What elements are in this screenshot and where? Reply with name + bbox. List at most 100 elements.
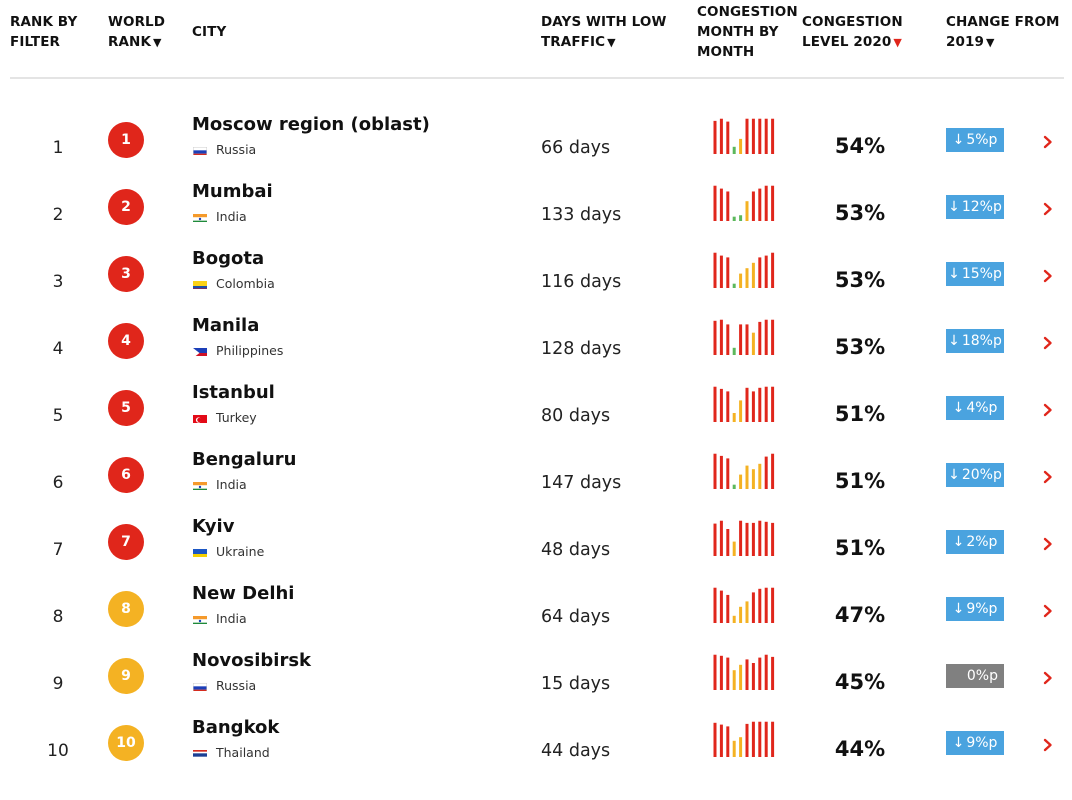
header-label: 2019 [946,34,984,50]
table-row[interactable]: 9 9 Novosibirsk Russia 15 days 45% 0%p [0,650,1072,733]
month-bar [732,216,736,221]
month-bar [771,319,775,355]
month-bar [758,520,762,556]
chevron-right-icon[interactable] [1040,735,1056,755]
header-label: CONGESTION [802,14,903,30]
rank-by-filter: 8 [52,607,64,627]
down-arrow-icon: ↓ [952,601,965,617]
city-name[interactable]: Bengaluru [192,449,297,470]
header-label: MONTH [697,44,755,60]
month-bar [726,458,730,489]
chevron-right-icon[interactable] [1040,534,1056,554]
header-label: RANK [108,34,152,50]
country-name: Philippines [216,343,284,358]
month-bar [758,463,762,489]
month-bar [745,118,749,154]
city-name[interactable]: Kyiv [192,516,235,537]
table-row[interactable]: 4 4 Manila Philippines 128 days 53% ↓ 18%… [0,315,1072,398]
month-bar [764,521,768,556]
chevron-right-icon[interactable] [1040,467,1056,487]
rank-by-filter: 7 [52,540,64,560]
city-name[interactable]: New Delhi [192,583,295,604]
world-rank-badge: 5 [108,390,144,426]
header-label: MONTH BY [697,24,779,40]
month-bar [751,262,755,288]
days-low-traffic: 128 days [541,339,622,359]
rank-by-filter: 4 [52,339,64,359]
days-low-traffic-header[interactable]: DAYS WITH LOW TRAFFIC ▼ [541,12,666,53]
country-name: India [216,477,247,492]
world-rank-badge: 10 [108,725,144,761]
city-name[interactable]: Novosibirsk [192,650,312,671]
change-value: 5%p [966,132,998,148]
days-low-traffic: 116 days [541,272,622,292]
header-divider [10,77,1064,79]
table-row[interactable]: 3 3 Bogota Colombia 116 days 53% ↓ 15%p [0,248,1072,331]
month-bar [732,146,736,154]
city-name[interactable]: Moscow region (oblast) [192,114,430,135]
month-bar [745,268,749,288]
world-rank-header[interactable]: WORLD RANK ▼ [108,12,165,53]
sort-arrow-icon: ▼ [893,36,902,49]
table-row[interactable]: 7 7 Kyiv Ukraine 48 days 51% ↓ 2%p [0,516,1072,599]
country: Thailand [193,745,270,760]
country-name: Russia [216,678,257,693]
rank-by-filter: 9 [52,674,64,694]
change-badge: 0%p [946,664,1004,688]
congestion-month-header: CONGESTION MONTH BY MONTH [697,2,798,62]
city-name[interactable]: Bangkok [192,717,280,738]
month-bar [726,191,730,221]
chevron-right-icon[interactable] [1040,400,1056,420]
month-bar [758,257,762,288]
table-row[interactable]: 10 10 Bangkok Thailand 44 days 44% ↓ 9%p [0,717,1072,800]
city-name[interactable]: Bogota [192,248,265,269]
month-bar [713,120,717,154]
month-bar [739,606,743,623]
city-name[interactable]: Manila [192,315,260,336]
month-bar [726,529,730,556]
month-bar [713,453,717,489]
country: Russia [193,678,256,693]
sort-arrow-icon: ▼ [607,36,616,49]
month-bar [719,118,723,154]
rank-by-filter: 1 [52,138,64,158]
month-bar [764,255,768,288]
month-bar [764,456,768,489]
change-from-2019-header[interactable]: CHANGE FROM 2019 ▼ [946,12,1060,53]
month-bar [771,453,775,489]
country-name: Colombia [216,276,275,291]
change-badge: ↓ 4%p [946,396,1004,420]
table-row[interactable]: 5 5 Istanbul Turkey 80 days 51% ↓ 4%p [0,382,1072,465]
month-bar [751,391,755,422]
city-name[interactable]: Istanbul [192,382,275,403]
table-row[interactable]: 2 2 Mumbai India 133 days 53% ↓ 12%p [0,181,1072,264]
month-bar [758,321,762,355]
month-bar [751,522,755,556]
table-row[interactable]: 8 8 New Delhi India 64 days 47% ↓ 9%p [0,583,1072,666]
change-badge: ↓ 9%p [946,731,1004,755]
month-bar [726,121,730,154]
chevron-right-icon[interactable] [1040,199,1056,219]
congestion-level-header[interactable]: CONGESTION LEVEL 2020 ▼ [802,12,903,53]
month-bar [751,663,755,690]
month-bar [739,520,743,556]
chevron-right-icon[interactable] [1040,333,1056,353]
month-bar [771,386,775,422]
table-row[interactable]: 6 6 Bengaluru India 147 days 51% ↓ 20%p [0,449,1072,532]
city-name[interactable]: Mumbai [192,181,273,202]
chevron-right-icon[interactable] [1040,601,1056,621]
rank-by-filter-header[interactable]: RANK BY FILTER [10,12,77,52]
chevron-right-icon[interactable] [1040,132,1056,152]
world-rank-badge: 1 [108,122,144,158]
chevron-right-icon[interactable] [1040,668,1056,688]
change-value: 4%p [966,400,998,416]
month-bar [726,594,730,623]
table-row[interactable]: 1 1 Moscow region (oblast) Russia 66 day… [0,114,1072,197]
month-bar [751,592,755,623]
down-arrow-icon: ↓ [948,333,960,349]
month-bar [745,522,749,556]
chevron-right-icon[interactable] [1040,266,1056,286]
country: Philippines [193,343,283,358]
monthly-congestion-chart [713,386,777,422]
change-value: 0%p [966,668,998,684]
